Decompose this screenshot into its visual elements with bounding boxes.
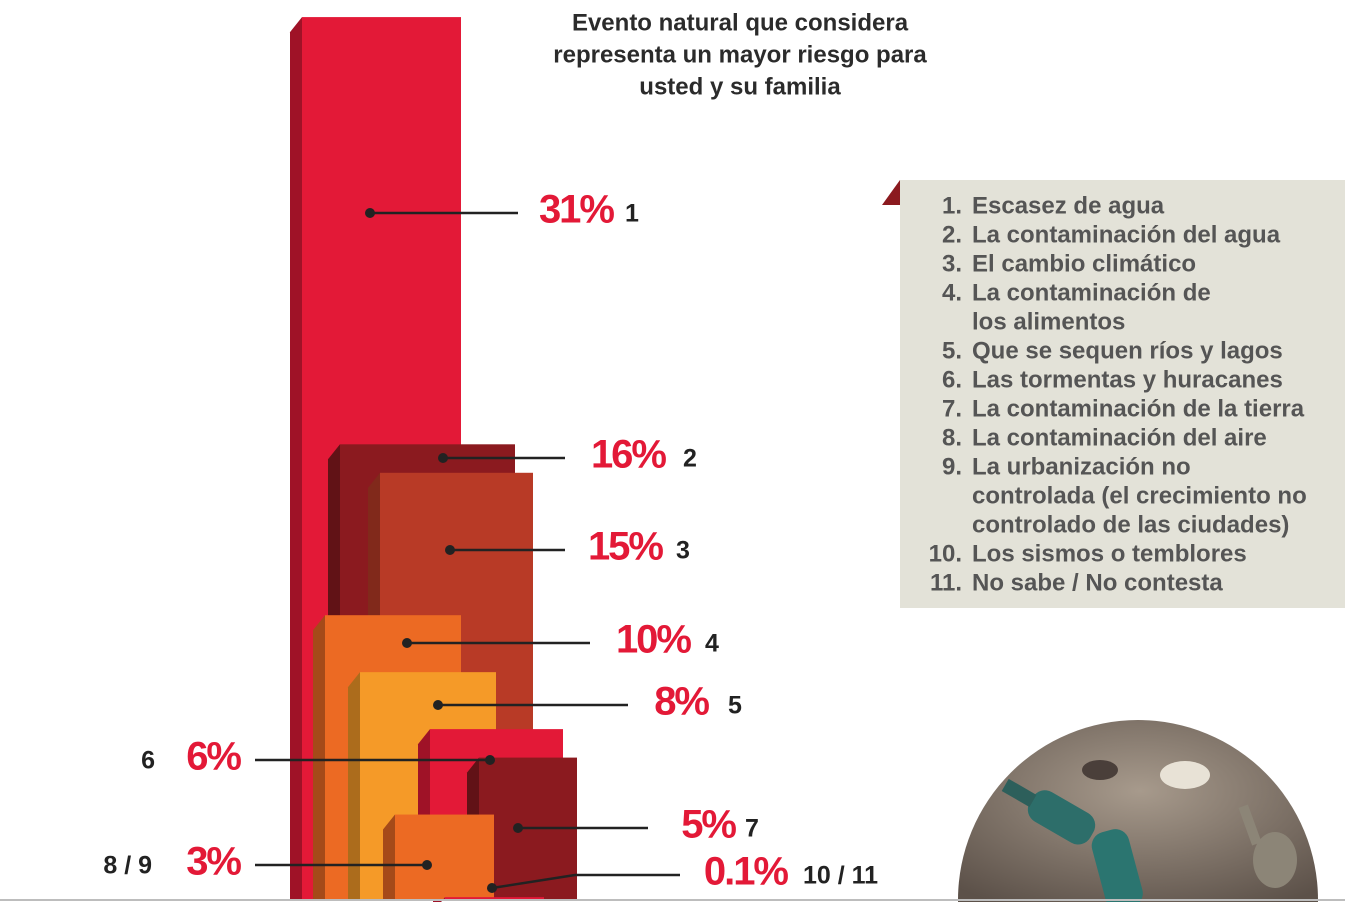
- legend-text: controlado de las ciudades): [972, 511, 1289, 538]
- value-label: 6%: [186, 735, 241, 779]
- category-label: 3: [676, 537, 690, 565]
- legend-box: [900, 180, 1345, 608]
- legend-number: 8.: [942, 424, 962, 451]
- legend-number: 6.: [942, 366, 962, 393]
- value-label: 31%: [539, 188, 614, 232]
- title-line: Evento natural que considera: [572, 9, 909, 36]
- bar: [395, 814, 494, 900]
- legend-number: 4.: [942, 279, 962, 306]
- legend-number: 3.: [942, 250, 962, 277]
- value-label: 15%: [588, 525, 663, 569]
- value-label: 10%: [616, 618, 691, 662]
- title-line: representa un mayor riesgo para: [553, 41, 927, 68]
- labels: 31% 1 16% 2 15% 3 10% 4 8% 5 6% 6 5% 7 3% 8 / 9 0.1% 10 /…: [103, 188, 878, 894]
- category-label: 5: [728, 692, 742, 720]
- legend-text: No sabe / No contesta: [972, 569, 1223, 596]
- category-label: 2: [683, 445, 697, 473]
- category-label: 7: [745, 815, 759, 843]
- category-label: 8 / 9: [103, 852, 152, 880]
- legend-text: los alimentos: [972, 308, 1125, 335]
- legend-text: Escasez de agua: [972, 192, 1165, 219]
- bar: [445, 897, 544, 900]
- legend-text: La contaminación de: [972, 279, 1211, 306]
- legend-number: 1.: [942, 192, 962, 219]
- value-label: 16%: [591, 433, 666, 477]
- title: Evento natural que considera representa u…: [553, 9, 927, 100]
- legend-number: 9.: [942, 453, 962, 480]
- legend-number: 10.: [929, 540, 962, 567]
- value-label: 3%: [186, 840, 241, 884]
- category-label: 1: [625, 200, 639, 228]
- leader-line: [491, 873, 680, 890]
- bars: [290, 17, 577, 902]
- value-label: 0.1%: [704, 850, 789, 894]
- category-label: 4: [705, 630, 719, 658]
- legend-text: Los sismos o temblores: [972, 540, 1247, 567]
- legend-text: La contaminación del agua: [972, 221, 1281, 248]
- category-label: 6: [141, 747, 155, 775]
- legend-text: El cambio climático: [972, 250, 1196, 277]
- bar-side: [313, 615, 325, 900]
- value-label: 8%: [654, 680, 709, 724]
- legend-text: Que se sequen ríos y lagos: [972, 337, 1283, 364]
- bar-side: [383, 814, 395, 900]
- legend-number: 7.: [942, 395, 962, 422]
- legend-corner: [882, 180, 900, 205]
- legend-text: Las tormentas y huracanes: [972, 366, 1283, 393]
- bar-side: [290, 17, 302, 900]
- legend: 1. Escasez de agua 2. La contaminación del …: [882, 180, 1345, 608]
- bar-side: [348, 672, 360, 900]
- value-label: 5%: [681, 803, 736, 847]
- legend-number: 5.: [942, 337, 962, 364]
- legend-number: 2.: [942, 221, 962, 248]
- photo: [958, 720, 1318, 902]
- legend-text: La contaminación del aire: [972, 424, 1267, 451]
- legend-number: 11.: [930, 569, 962, 596]
- title-line: usted y su familia: [639, 73, 841, 100]
- category-label: 10 / 11: [803, 862, 878, 890]
- legend-text: La contaminación de la tierra: [972, 395, 1305, 422]
- legend-text: La urbanización no: [972, 453, 1191, 480]
- legend-text: controlada (el crecimiento no: [972, 482, 1307, 509]
